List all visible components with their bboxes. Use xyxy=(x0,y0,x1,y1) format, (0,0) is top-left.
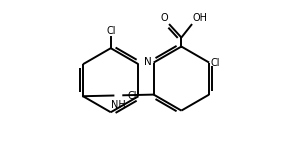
Text: OH: OH xyxy=(193,13,207,23)
Text: N: N xyxy=(144,57,152,67)
Text: Cl: Cl xyxy=(106,26,116,36)
Text: Cl: Cl xyxy=(211,58,220,68)
Text: NH: NH xyxy=(111,100,126,110)
Text: O: O xyxy=(161,13,168,23)
Text: Cl: Cl xyxy=(127,91,137,101)
